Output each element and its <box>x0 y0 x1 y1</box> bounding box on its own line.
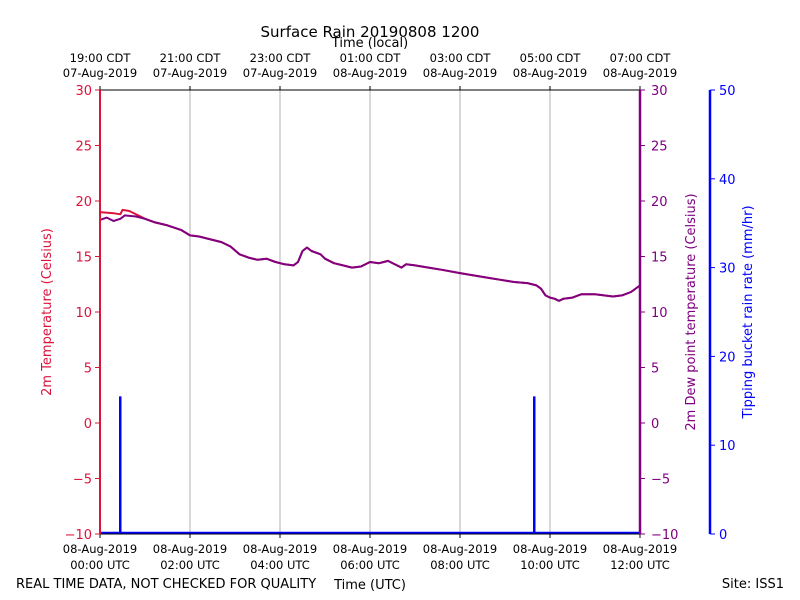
rain-tick-label: 50 <box>719 84 736 99</box>
series-layer <box>99 208 641 535</box>
top-tick-label-date: 08-Aug-2019 <box>423 66 497 80</box>
dew-tick-label: 15 <box>651 251 668 266</box>
temp-tick-label: −10 <box>65 528 92 543</box>
rain-tick-label: 40 <box>719 173 736 188</box>
site-label: Site: ISS1 <box>722 577 784 592</box>
top-tick-label-time: 03:00 CDT <box>430 51 492 65</box>
dew-tick-label: 20 <box>651 195 668 210</box>
top-tick-label-time: 19:00 CDT <box>70 51 132 65</box>
temp-tick-label: −5 <box>73 473 92 488</box>
dew-tick-label: 0 <box>651 417 659 432</box>
right-axis-label: 2m Dew point temperature (Celsius) <box>684 193 699 430</box>
x-tick-label-time: 00:00 UTC <box>70 558 130 572</box>
rain-tick-label: 30 <box>719 262 736 277</box>
x-tick-label-time: 04:00 UTC <box>250 558 310 572</box>
dew-tick-label: −5 <box>651 473 670 488</box>
x-tick-label-date: 08-Aug-2019 <box>603 542 677 556</box>
x-tick-label-date: 08-Aug-2019 <box>513 542 587 556</box>
top-tick-label-date: 08-Aug-2019 <box>603 66 677 80</box>
x-tick-label-date: 08-Aug-2019 <box>333 542 407 556</box>
quality-disclaimer: REAL TIME DATA, NOT CHECKED FOR QUALITY <box>16 577 316 592</box>
top-tick-label-date: 07-Aug-2019 <box>63 66 137 80</box>
top-tick-label-time: 21:00 CDT <box>160 51 222 65</box>
top-tick-label-date: 08-Aug-2019 <box>333 66 407 80</box>
temp-tick-label: 0 <box>84 417 92 432</box>
axes-layer: 08-Aug-2019 00:00 UTC 08-Aug-2019 02:00 UTC… <box>63 51 736 572</box>
x-tick-label-time: 12:00 UTC <box>610 558 670 572</box>
x-tick-label-time: 08:00 UTC <box>430 558 490 572</box>
top-tick-label-date: 08-Aug-2019 <box>513 66 587 80</box>
gridlines <box>189 90 551 534</box>
left-axis-label: 2m Temperature (Celsius) <box>40 228 55 396</box>
temp-tick-label: 15 <box>75 251 92 266</box>
rain-axis-label: Tipping bucket rain rate (mm/hr) <box>741 205 756 419</box>
x-axis-label: Time (UTC) <box>333 578 406 593</box>
dew-tick-label: −10 <box>651 528 678 543</box>
dew-tick-label: 25 <box>651 140 668 155</box>
top-axis-label: Time (local) <box>331 36 408 51</box>
rain-tick-label: 20 <box>719 350 736 365</box>
x-tick-label-date: 08-Aug-2019 <box>243 542 317 556</box>
x-tick-label-time: 10:00 UTC <box>520 558 580 572</box>
x-tick-label-date: 08-Aug-2019 <box>423 542 497 556</box>
chart-title: Surface Rain 20190808 1200 <box>261 23 480 41</box>
temp-tick-label: 30 <box>75 84 92 99</box>
dew-tick-label: 5 <box>651 362 659 377</box>
top-tick-label-time: 07:00 CDT <box>610 51 672 65</box>
rain-tick-label: 10 <box>719 439 736 454</box>
temp-tick-label: 10 <box>75 306 92 321</box>
labels-layer: Surface Rain 20190808 1200 Time (local) … <box>16 23 784 593</box>
x-tick-label-date: 08-Aug-2019 <box>153 542 227 556</box>
x-tick-label-time: 06:00 UTC <box>340 558 400 572</box>
top-tick-label-date: 07-Aug-2019 <box>153 66 227 80</box>
x-tick-label-time: 02:00 UTC <box>160 558 220 572</box>
temp-tick-label: 5 <box>84 362 92 377</box>
dew-tick-label: 30 <box>651 84 668 99</box>
top-tick-label-time: 23:00 CDT <box>250 51 312 65</box>
x-tick-label-date: 08-Aug-2019 <box>63 542 137 556</box>
temp-tick-label: 25 <box>75 140 92 155</box>
top-tick-label-date: 07-Aug-2019 <box>243 66 317 80</box>
top-tick-label-time: 05:00 CDT <box>520 51 582 65</box>
top-tick-label-time: 01:00 CDT <box>340 51 402 65</box>
temp-tick-label: 20 <box>75 195 92 210</box>
rain-tick-label: 0 <box>719 528 727 543</box>
dew-tick-label: 10 <box>651 306 668 321</box>
2m-dew-point-temperature-line <box>99 214 641 302</box>
